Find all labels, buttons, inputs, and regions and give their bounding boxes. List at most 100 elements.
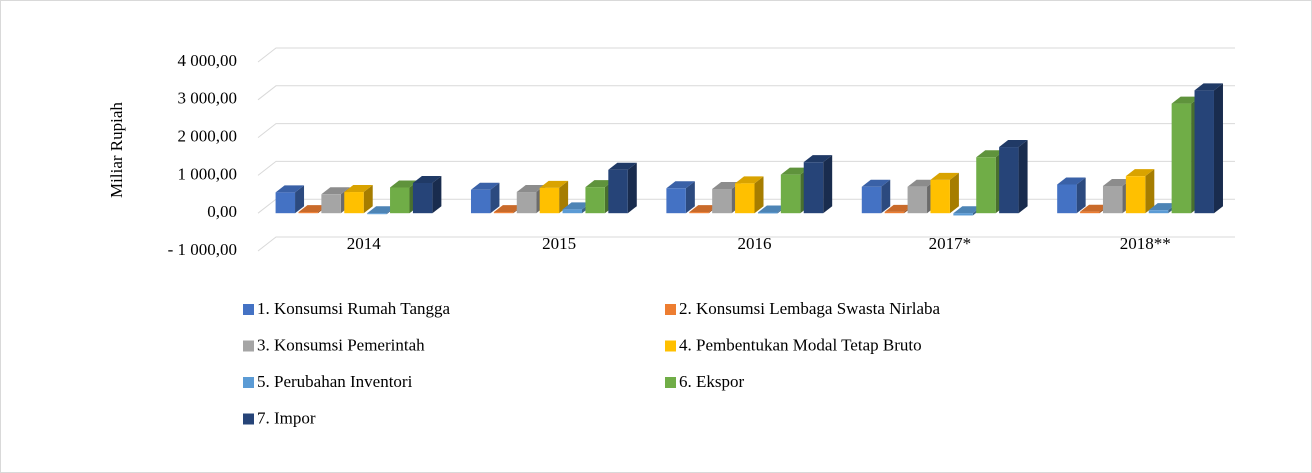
bar-front bbox=[689, 212, 709, 214]
bar-front bbox=[907, 186, 928, 214]
bar bbox=[1102, 178, 1132, 214]
bar-side bbox=[754, 176, 764, 214]
bar-side bbox=[881, 179, 891, 214]
bar bbox=[470, 182, 500, 214]
bar-front bbox=[712, 189, 732, 214]
bar-side bbox=[490, 182, 500, 214]
legend-swatch bbox=[665, 340, 676, 352]
bar-front bbox=[884, 211, 905, 214]
bar-front bbox=[930, 179, 950, 214]
bar bbox=[275, 185, 305, 214]
bar-top bbox=[780, 167, 810, 175]
x-tick-label: 2018** bbox=[1120, 234, 1171, 253]
bar-front bbox=[803, 162, 824, 214]
bar-top bbox=[1148, 203, 1178, 211]
bar-top bbox=[1125, 169, 1155, 177]
y-tick-label: 4 000,00 bbox=[178, 51, 238, 70]
bar bbox=[1125, 169, 1155, 214]
bar-front bbox=[608, 169, 628, 214]
grid-line bbox=[257, 85, 1235, 101]
bar-top bbox=[953, 206, 982, 214]
bar-top bbox=[412, 175, 442, 183]
bar-side bbox=[1145, 169, 1155, 214]
bar-top bbox=[1171, 96, 1201, 104]
bar-side bbox=[1076, 177, 1086, 214]
bar bbox=[1057, 177, 1086, 214]
bar-side bbox=[1213, 83, 1223, 214]
bar bbox=[666, 181, 695, 214]
y-tick-label: 3 000,00 bbox=[178, 89, 238, 108]
bar-front bbox=[999, 147, 1019, 214]
legend-label: 2. Konsumsi Lembaga Swasta Nirlaba bbox=[679, 299, 941, 318]
grid-line bbox=[257, 236, 1235, 252]
bar-side bbox=[627, 162, 637, 214]
bar-top bbox=[1194, 83, 1223, 91]
legend-label: 7. Impor bbox=[257, 408, 316, 427]
bar-front bbox=[367, 213, 387, 215]
bar-top bbox=[493, 205, 523, 213]
bar bbox=[1194, 83, 1223, 214]
bar-front bbox=[298, 212, 318, 214]
bar-front bbox=[1148, 210, 1169, 214]
bar-top bbox=[1102, 178, 1132, 186]
bar-top bbox=[999, 140, 1028, 148]
legend-label: 6. Ekspor bbox=[679, 372, 745, 391]
bar-top bbox=[321, 187, 350, 195]
bar bbox=[539, 180, 569, 214]
y-tick-label: 1 000,00 bbox=[178, 164, 238, 183]
bar bbox=[861, 179, 891, 214]
bar-front bbox=[585, 187, 605, 214]
bar bbox=[344, 185, 373, 214]
bar-front bbox=[321, 194, 341, 214]
bar bbox=[735, 176, 764, 214]
bar-front bbox=[1171, 103, 1192, 214]
bar-top bbox=[275, 185, 305, 193]
grid-line bbox=[257, 123, 1235, 138]
bar bbox=[999, 140, 1028, 214]
bar-front bbox=[539, 187, 560, 214]
legend-label: 1. Konsumsi Rumah Tangga bbox=[257, 299, 450, 318]
bar-top bbox=[735, 176, 764, 184]
bar-front bbox=[735, 183, 755, 214]
bar-front bbox=[470, 189, 491, 214]
legend-label: 5. Perubahan Inventori bbox=[257, 372, 413, 391]
bar-front bbox=[666, 188, 686, 214]
bar-top bbox=[712, 182, 741, 190]
bar-top bbox=[803, 155, 833, 163]
bar-top bbox=[930, 172, 959, 180]
bar-top bbox=[298, 205, 327, 213]
bar-side bbox=[823, 155, 833, 214]
bar-top bbox=[907, 179, 937, 187]
bar-top bbox=[516, 185, 546, 193]
bar-front bbox=[344, 192, 364, 214]
legend-label: 4. Pembentukan Modal Tetap Bruto bbox=[679, 335, 922, 354]
bar-top bbox=[884, 204, 914, 212]
bar bbox=[930, 172, 959, 214]
bar-front bbox=[861, 186, 882, 214]
bar-side bbox=[363, 185, 373, 214]
bar-side bbox=[1018, 140, 1028, 214]
bar-top bbox=[367, 206, 396, 214]
bar-top bbox=[344, 185, 373, 193]
bar-front bbox=[953, 213, 973, 216]
bar-top bbox=[562, 202, 592, 210]
bar-side bbox=[295, 185, 305, 214]
legend-swatch bbox=[243, 377, 254, 388]
bar-front bbox=[757, 212, 778, 214]
x-tick-label: 2016 bbox=[738, 234, 772, 253]
bar bbox=[412, 175, 442, 214]
bar-top bbox=[470, 182, 500, 190]
grid-line bbox=[257, 160, 1235, 176]
bar-top bbox=[1057, 177, 1086, 185]
grid-line bbox=[257, 47, 1235, 63]
legend-label: 3. Konsumsi Pemerintah bbox=[257, 335, 425, 354]
y-axis-title: Miliar Rupiah bbox=[107, 102, 126, 198]
bar-front bbox=[562, 209, 583, 214]
x-tick-label: 2017* bbox=[929, 234, 972, 253]
legend-swatch bbox=[243, 304, 254, 315]
legend-swatch bbox=[243, 413, 254, 425]
bar-top bbox=[976, 150, 1005, 158]
x-tick-label: 2014 bbox=[347, 234, 382, 253]
bar-top bbox=[390, 180, 419, 188]
